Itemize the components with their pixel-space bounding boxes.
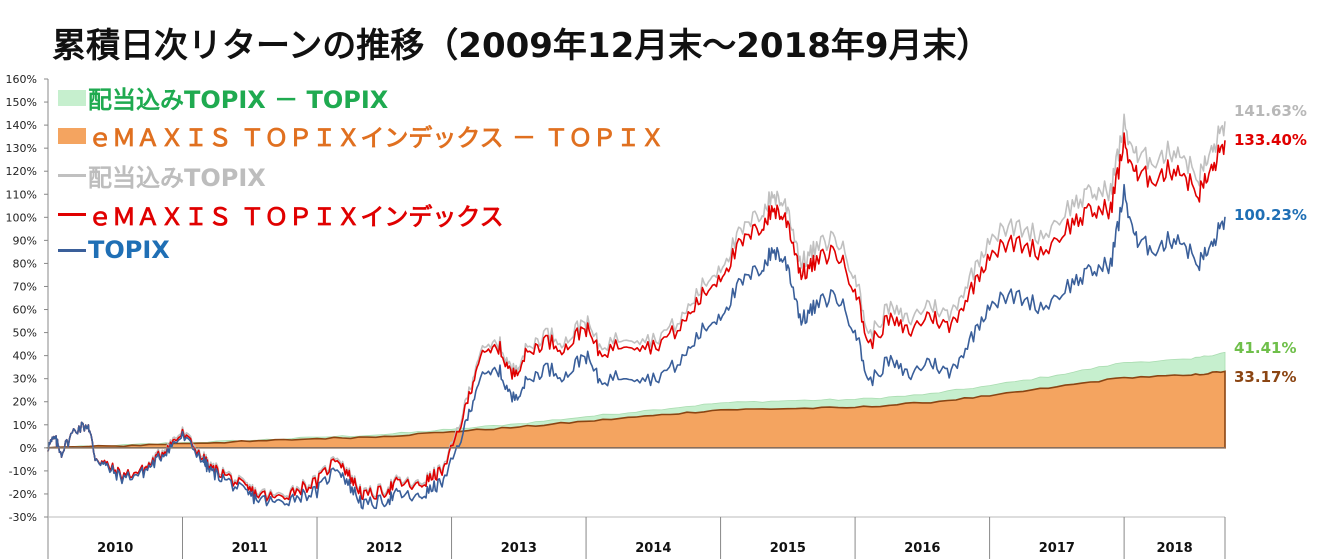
y-tick-label: 0% — [20, 442, 37, 455]
y-tick-label: -10% — [9, 465, 37, 478]
x-tick-label: 2011 — [232, 541, 268, 556]
y-tick-label: 10% — [13, 419, 37, 432]
end-value-label: 100.23% — [1234, 205, 1307, 224]
legend-item: ｅＭＡＸＩＳ ＴＯＰＩＸインデックス － ＴＯＰＩＸ — [58, 118, 664, 153]
line-series-1 — [47, 132, 1226, 502]
x-tick-label: 2014 — [635, 541, 671, 556]
legend-label: ｅＭＡＸＩＳ ＴＯＰＩＸインデックス － ＴＯＰＩＸ — [88, 124, 665, 152]
line-series-0 — [47, 113, 1226, 500]
line-series-2 — [47, 183, 1226, 510]
end-value-label: 141.63% — [1234, 102, 1307, 121]
y-tick-label: -30% — [9, 511, 37, 524]
legend-item: TOPIX — [58, 236, 170, 264]
legend-swatch — [58, 248, 86, 252]
legend-swatch — [58, 127, 86, 144]
legend-label: 配当込みTOPIX — [88, 164, 266, 192]
legend-item: 配当込みTOPIX — [58, 158, 266, 193]
axes — [44, 78, 1226, 559]
x-tick-label: 2016 — [904, 541, 940, 556]
legend-label: 配当込みTOPIX － TOPIX — [88, 86, 389, 114]
x-tick-labels: 2010 2011 2012 2013 2014 2015 2016 2017 2018 — [97, 541, 1192, 556]
y-tick-label: 100% — [6, 211, 37, 224]
legend-label: TOPIX — [88, 236, 170, 264]
legend-item: ｅＭＡＸＩＳ ＴＯＰＩＸインデックス — [58, 197, 504, 232]
y-tick-label: 80% — [13, 257, 37, 270]
x-tick-label: 2013 — [501, 541, 537, 556]
y-tick-label: 60% — [13, 304, 37, 317]
chart-title: 累積日次リターンの推移（2009年12月末～2018年9月末） — [52, 26, 991, 66]
y-tick-label: 110% — [6, 188, 37, 201]
legend-item: 配当込みTOPIX － TOPIX — [58, 80, 388, 115]
legend-swatch — [58, 89, 86, 106]
x-tick-label: 2010 — [97, 541, 133, 556]
legend-label: ｅＭＡＸＩＳ ＴＯＰＩＸインデックス — [88, 203, 504, 231]
x-tick-label: 2012 — [366, 541, 402, 556]
y-tick-label: 40% — [13, 350, 37, 363]
y-tick-label: 140% — [6, 119, 37, 132]
end-value-label: 41.41% — [1234, 339, 1297, 358]
area-series-1 — [46, 370, 1226, 449]
legend-swatch — [58, 213, 86, 216]
x-tick-label: 2018 — [1156, 541, 1192, 556]
legend-swatch — [58, 174, 86, 177]
x-tick-label: 2017 — [1039, 541, 1075, 556]
y-tick-label: 150% — [6, 96, 37, 109]
area-series — [46, 351, 1226, 449]
y-tick-label: 130% — [6, 142, 37, 155]
y-tick-label: -20% — [9, 488, 37, 501]
y-tick-label: 90% — [13, 234, 37, 247]
y-tick-label: 160% — [6, 73, 37, 86]
y-tick-label: 50% — [13, 327, 37, 340]
y-tick-label: 120% — [6, 165, 37, 178]
y-tick-label: 20% — [13, 396, 37, 409]
y-tick-label: 70% — [13, 280, 37, 293]
end-value-label: 133.40% — [1234, 131, 1307, 150]
x-tick-label: 2015 — [770, 541, 806, 556]
end-value-label: 33.17% — [1234, 368, 1297, 387]
line-series — [47, 113, 1226, 510]
y-tick-label: 30% — [13, 373, 37, 386]
y-tick-labels: -30% -20% -10% 0% 10% 20% 30% 40% 50% 60% 70% 80% 90… — [6, 73, 37, 524]
